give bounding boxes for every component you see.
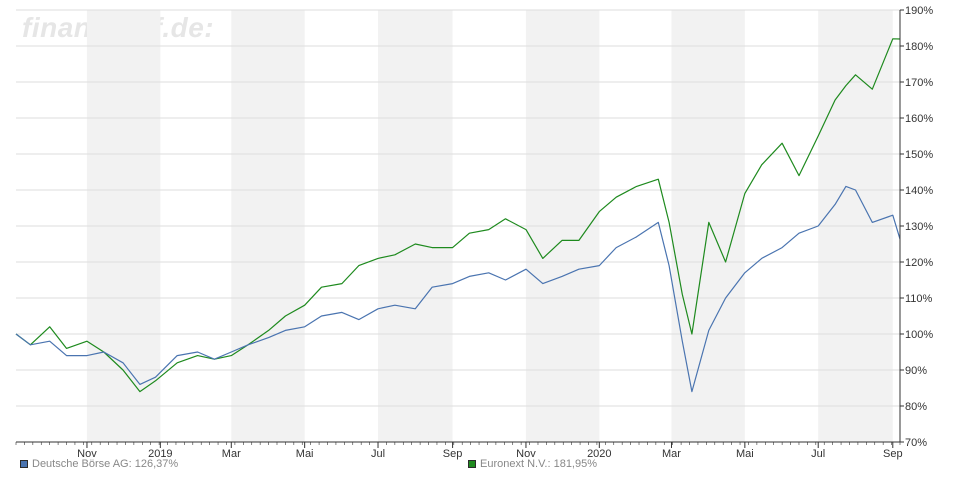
series-line-2 [15,38,901,393]
legend-item-series-1: Deutsche Börse AG: 126,37% [20,458,178,470]
y-tick-label: 120% [905,257,933,269]
x-axis-ticks: Nov 2019 Mar Mai Jul Sep Nov 2020 Mar Mai Jul Sep [15,442,903,460]
x-tick-label: 2019 [148,448,172,460]
x-tick-label: Nov [77,448,97,460]
x-tick-label: Jul [371,448,385,460]
y-tick-label: 190% [905,5,933,17]
y-tick-label: 130% [905,221,933,233]
series-line-1 [15,185,901,393]
x-tick-label: Mar [222,448,241,460]
y-tick-label: 80% [905,401,927,413]
y-tick-label: 150% [905,149,933,161]
y-axis-ticks: 70% 80% 90% 100% 110% 120% 130% 140% 150% 160% 170… [900,5,933,449]
y-tick-label: 160% [905,113,933,125]
y-tick-label: 110% [905,293,933,305]
x-tick-label: Sep [443,448,463,460]
series-lines [15,38,901,393]
legend-label-series-2: Euronext N.V.: 181,95% [480,458,598,470]
y-tick-label: 100% [905,329,933,341]
y-tick-label: 90% [905,365,927,377]
legend-swatch-series-2 [468,460,476,468]
legend-label-series-1: Deutsche Börse AG: 126,37% [32,458,179,470]
y-tick-label: 170% [905,77,933,89]
y-tick-label: 140% [905,185,933,197]
y-tick-label: 180% [905,41,933,53]
x-tick-label: Mai [736,448,754,460]
x-tick-label: Mar [662,448,681,460]
y-tick-label: 70% [905,437,927,449]
x-tick-label: Sep [883,448,903,460]
legend-swatch-series-1 [20,460,28,468]
legend-item-series-2: Euronext N.V.: 181,95% [468,458,597,470]
x-tick-label: Mai [296,448,314,460]
x-tick-label: Jul [811,448,825,460]
x-tick-label: 2020 [587,448,611,460]
x-tick-label: Nov [516,448,536,460]
